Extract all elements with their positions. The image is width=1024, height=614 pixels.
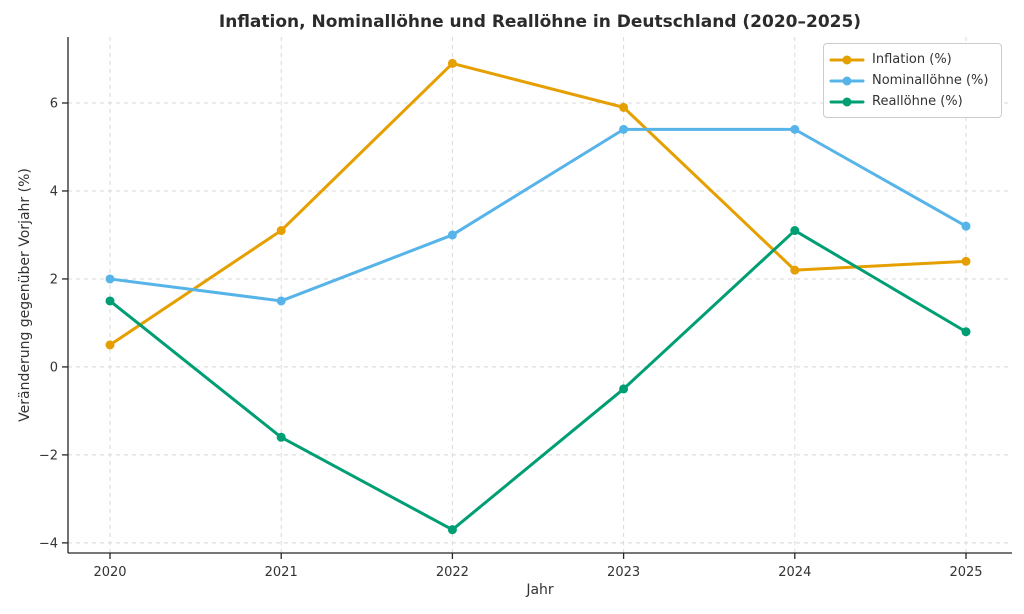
data-point-marker (447, 58, 457, 68)
legend: Inflation (%) Nominallöhne (%) Reallöhne (… (823, 43, 1002, 118)
data-point-marker (790, 124, 800, 134)
y-tick-label: 6 (50, 96, 58, 111)
x-tick-label: 2023 (607, 565, 640, 580)
y-tick-label: 2 (50, 272, 58, 287)
y-tick-label: −2 (39, 448, 58, 463)
data-point-marker (961, 256, 971, 266)
data-point-marker (790, 265, 800, 275)
legend-item: Inflation (%) (829, 49, 995, 70)
data-point-marker (276, 432, 286, 442)
data-point-marker (276, 296, 286, 306)
legend-line-marker-icon (829, 76, 865, 85)
legend-label: Inflation (%) (872, 52, 952, 67)
legend-line-marker-icon (829, 55, 865, 64)
legend-label: Reallöhne (%) (872, 94, 963, 109)
legend-label: Nominallöhne (%) (872, 73, 989, 88)
x-tick-label: 2024 (778, 565, 811, 580)
legend-item: Reallöhne (%) (829, 91, 995, 112)
data-point-marker (105, 340, 115, 350)
x-tick-label: 2022 (436, 565, 469, 580)
y-tick-label: −4 (39, 536, 58, 551)
data-point-marker (619, 124, 629, 134)
series-line (108, 127, 968, 303)
data-point-marker (105, 274, 115, 284)
x-axis-label: Jahr (526, 582, 554, 598)
legend-item: Nominallöhne (%) (829, 70, 995, 91)
x-tick-label: 2020 (93, 565, 126, 580)
data-point-marker (105, 296, 115, 306)
series-line (108, 229, 968, 532)
chart-title: Inflation, Nominallöhne und Reallöhne in… (218, 12, 862, 32)
series-line (108, 61, 968, 347)
x-tick-label: 2025 (949, 565, 982, 580)
data-point-marker (619, 384, 629, 394)
data-point-marker (790, 226, 800, 236)
data-point-marker (619, 102, 629, 112)
x-tick-label: 2021 (265, 565, 298, 580)
data-point-marker (961, 327, 971, 337)
y-tick-label: 0 (50, 360, 58, 375)
legend-line-marker-icon (829, 97, 865, 106)
data-point-marker (961, 221, 971, 231)
data-point-marker (447, 230, 457, 240)
data-point-marker (447, 525, 457, 535)
data-point-marker (276, 226, 286, 236)
y-tick-label: 4 (50, 184, 58, 199)
